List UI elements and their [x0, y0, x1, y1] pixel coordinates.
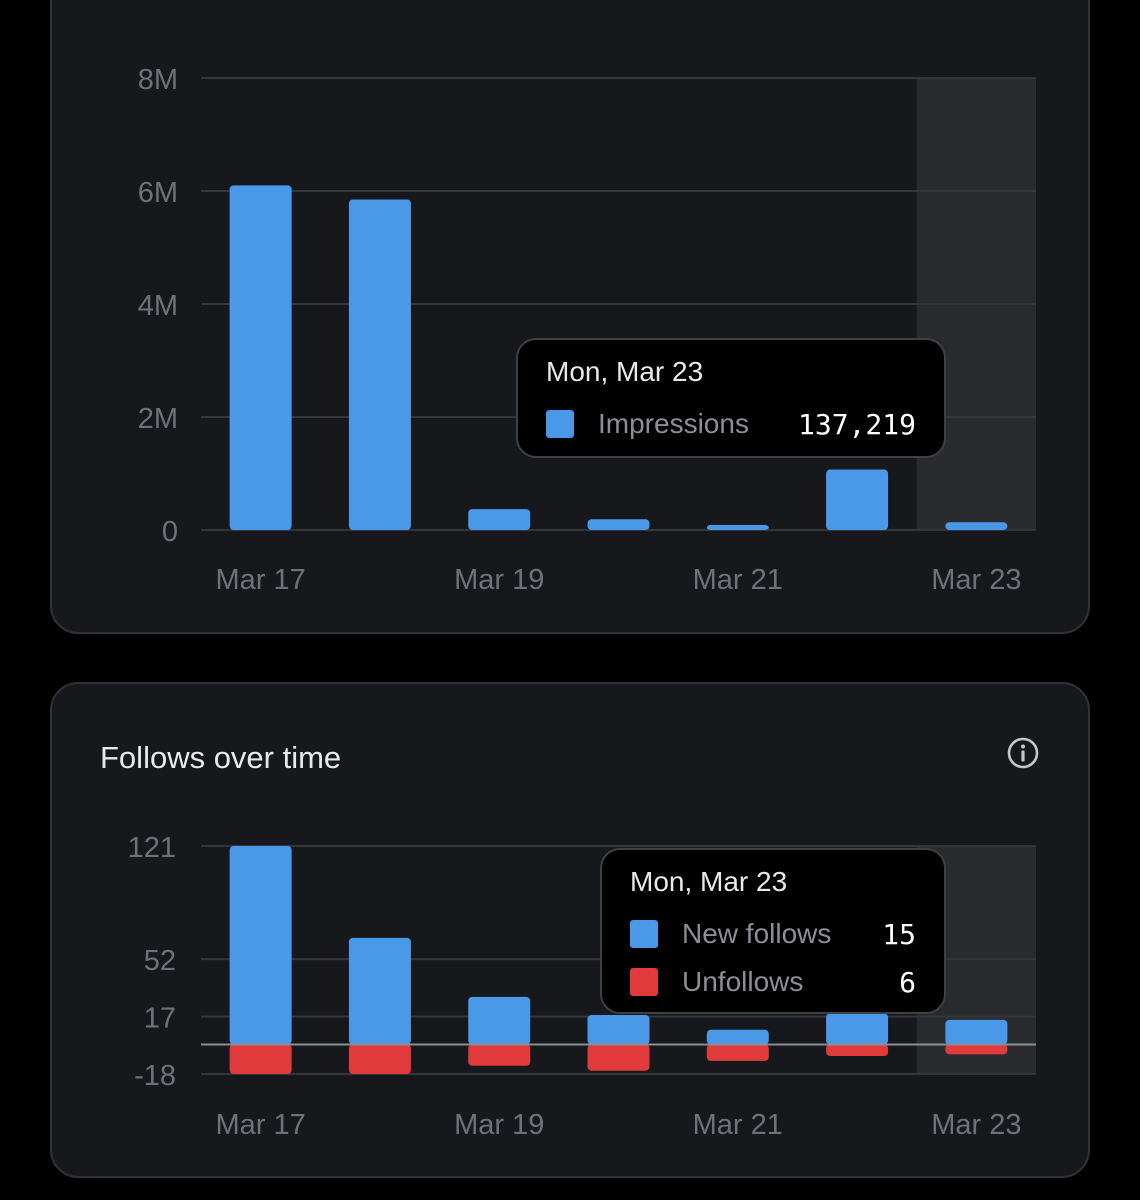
y-tick-label: 52: [144, 945, 176, 977]
bar-impressions-mar-22: [826, 469, 889, 530]
y-tick-label: 121: [128, 832, 176, 864]
bar-unfollows-mar-17: [229, 1044, 292, 1074]
info-circle-icon[interactable]: [1006, 736, 1040, 770]
bar-impressions-mar-19: [468, 509, 531, 530]
tooltip-value: 6: [899, 965, 916, 999]
follows-tooltip: Mon, Mar 23 New follows 15 Unfollows 6: [600, 848, 946, 1014]
x-tick-label: Mar 17: [216, 1109, 306, 1141]
bar-new-follows-mar-17: [229, 846, 292, 1045]
y-tick-label: 4M: [138, 290, 178, 322]
unfollows-swatch: [630, 968, 658, 996]
tooltip-value: 15: [882, 917, 916, 951]
y-tick-label: 2M: [138, 403, 178, 435]
y-tick-label: 8M: [138, 64, 178, 96]
y-tick-label: -18: [134, 1060, 176, 1092]
tooltip-value: 137,219: [797, 407, 916, 441]
tooltip-label: Unfollows: [682, 966, 804, 997]
bar-impressions-mar-17: [229, 185, 292, 530]
y-tick-label: 0: [162, 516, 178, 548]
tooltip-label: New follows: [682, 918, 832, 949]
bar-unfollows-mar-20: [587, 1044, 650, 1071]
bar-impressions-mar-23: [945, 522, 1008, 530]
impressions-tooltip: Mon, Mar 23 Impressions 137,219: [516, 338, 946, 458]
tooltip-row-new-follows: New follows 15: [630, 910, 916, 958]
tooltip-date: Mon, Mar 23: [630, 866, 788, 897]
bar-new-follows-mar-22: [826, 1013, 889, 1045]
bar-new-follows-mar-18: [348, 937, 411, 1045]
tooltip-row-impressions: Impressions 137,219: [546, 400, 916, 448]
bar-impressions-mar-21: [706, 525, 769, 530]
x-tick-label: Mar 19: [454, 564, 544, 596]
x-tick-label: Mar 21: [693, 1109, 783, 1141]
y-tick-label: 6M: [138, 177, 178, 209]
bar-new-follows-mar-23: [945, 1019, 1008, 1045]
x-tick-label: Mar 23: [931, 564, 1021, 596]
bar-unfollows-mar-18: [348, 1044, 411, 1074]
x-tick-label: Mar 21: [693, 564, 783, 596]
x-tick-label: Mar 19: [454, 1109, 544, 1141]
tooltip-date: Mon, Mar 23: [546, 356, 704, 387]
x-tick-label: Mar 23: [931, 1109, 1021, 1141]
bar-impressions-mar-18: [348, 199, 411, 530]
bar-new-follows-mar-21: [706, 1029, 769, 1045]
bar-unfollows-mar-21: [706, 1044, 769, 1061]
x-tick-label: Mar 17: [216, 564, 306, 596]
y-tick-label: 17: [144, 1003, 176, 1035]
impressions-bar-chart[interactable]: 0 2M 4M 6M 8M Mar 17 Mar 19 Mar 21 Mar 23: [52, 0, 1092, 636]
new-follows-swatch: [630, 920, 658, 948]
tooltip-row-unfollows: Unfollows 6: [630, 958, 916, 1006]
bar-unfollows-mar-22: [826, 1044, 889, 1056]
follows-card: Follows over time -18 17 52 121 Mar 17 Mar 19…: [50, 682, 1090, 1178]
bar-unfollows-mar-19: [468, 1044, 531, 1066]
bar-new-follows-mar-19: [468, 996, 531, 1045]
tooltip-label: Impressions: [598, 408, 749, 439]
card-title: Follows over time: [100, 740, 342, 775]
impressions-card: 0 2M 4M 6M 8M Mar 17 Mar 19 Mar 21 Mar 23 Mon, M…: [50, 0, 1090, 634]
bar-impressions-mar-20: [587, 519, 650, 530]
bar-unfollows-mar-23: [945, 1044, 1008, 1055]
impressions-swatch: [546, 410, 574, 438]
follows-bar-chart[interactable]: -18 17 52 121 Mar 17 Mar 19 Mar 21 Mar 23: [52, 684, 1092, 1180]
bar-new-follows-mar-20: [587, 1014, 650, 1045]
